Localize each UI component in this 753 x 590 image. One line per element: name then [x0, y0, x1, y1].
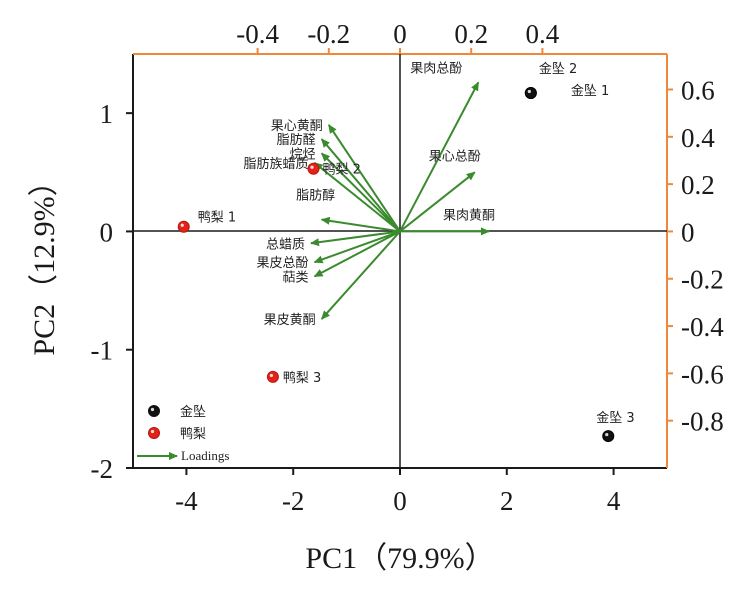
score-point-highlight — [180, 223, 184, 227]
score-point — [524, 87, 537, 100]
score-point-highlight — [527, 89, 531, 94]
score-point — [602, 430, 615, 443]
right-tick-label: -0.6 — [681, 359, 724, 389]
loading-label: 果心黄酮 — [271, 119, 323, 134]
top-tick-label: 0.2 — [454, 19, 488, 49]
top-tick-label: 0.4 — [526, 19, 560, 49]
score-label: 鸭梨 1 — [198, 211, 236, 226]
y-tick-label: 1 — [100, 99, 114, 129]
loading-arrow — [320, 230, 401, 320]
right-tick-label: 0.6 — [681, 75, 715, 105]
scores-layer: 金坠 1 金坠 2 金坠 3 鸭梨 1 鸭梨 2 鸭梨 3 — [177, 61, 635, 443]
right-tick-label: 0.2 — [681, 170, 715, 200]
legend-label-loadings: Loadings — [181, 448, 229, 463]
top-tick-label: -0.4 — [236, 19, 279, 49]
score-point — [307, 162, 320, 175]
top-tick-label: 0 — [393, 19, 407, 49]
top-tick-label: -0.2 — [307, 19, 350, 49]
legend-label-yali: 鸭梨 — [180, 427, 206, 442]
loading-label: 烷烃 — [290, 147, 316, 162]
loading-label: 果肉总酚 — [410, 61, 462, 76]
loading-label: 脂肪醇 — [296, 188, 335, 204]
loading-label: 萜类 — [283, 270, 309, 285]
ticks-layer: -4 -2 0 2 4 -2 -1 0 1 -0.4 -0.2 0 0.2 0.4 0.6 0.4 0.2 0 -0… — [91, 19, 725, 516]
loading-arrow — [313, 230, 401, 264]
x-tick-label: -4 — [175, 486, 198, 516]
loading-arrow — [320, 216, 401, 233]
score-label: 金坠 2 — [539, 61, 577, 77]
loading-label: 脂肪族蜡质 — [244, 156, 309, 172]
y-tick-label: 0 — [100, 217, 114, 247]
y-tick-label: -2 — [91, 454, 114, 484]
loading-label: 总蜡质 — [266, 237, 305, 252]
right-tick-label: -0.4 — [681, 312, 724, 342]
score-point-highlight — [269, 373, 274, 378]
right-tick-label: 0.4 — [681, 123, 715, 153]
score-label: 金坠 3 — [596, 410, 634, 426]
score-label: 金坠 1 — [571, 83, 609, 99]
loading-arrow — [327, 124, 401, 232]
y-tick-label: -1 — [91, 336, 114, 366]
legend-marker-yali — [148, 427, 160, 439]
x-tick-label: 4 — [607, 486, 621, 516]
x-tick-label: 0 — [393, 486, 407, 516]
loading-arrow — [320, 152, 401, 233]
loading-arrow — [399, 171, 476, 233]
right-tick-label: -0.8 — [681, 407, 724, 437]
x-tick-label: -2 — [282, 486, 305, 516]
score-point-highlight — [310, 165, 314, 169]
legend-label-jinzhui: 金坠 — [180, 404, 206, 420]
legend: 金坠 鸭梨 Loadings — [137, 404, 229, 463]
y-axis-title: PC2（12.9%） — [28, 166, 61, 355]
score-point-highlight — [605, 432, 609, 437]
loading-label: 果心总酚 — [429, 149, 481, 164]
legend-marker-yali-highlight — [150, 429, 155, 434]
loading-arrow — [399, 81, 480, 232]
score-point — [266, 370, 279, 383]
loading-arrow — [310, 230, 401, 247]
legend-marker-jinzhui-highlight — [150, 407, 155, 412]
x-tick-label: 2 — [500, 486, 514, 516]
right-tick-label: 0 — [681, 217, 695, 247]
loading-label: 果皮黄酮 — [264, 313, 316, 328]
loading-arrow — [320, 138, 401, 233]
loading-label: 脂肪醛 — [277, 132, 316, 148]
loading-arrow — [313, 230, 401, 278]
legend-marker-jinzhui — [148, 405, 160, 417]
score-point — [177, 220, 190, 233]
score-label: 鸭梨 2 — [322, 163, 360, 178]
x-axis-title: PC1（79.9%） — [305, 542, 494, 575]
right-tick-label: -0.2 — [681, 265, 724, 295]
loading-arrow — [313, 162, 401, 233]
loading-label: 果皮总酚 — [257, 256, 309, 271]
loading-label: 果肉黄酮 — [443, 208, 495, 223]
score-label: 鸭梨 3 — [283, 371, 321, 386]
